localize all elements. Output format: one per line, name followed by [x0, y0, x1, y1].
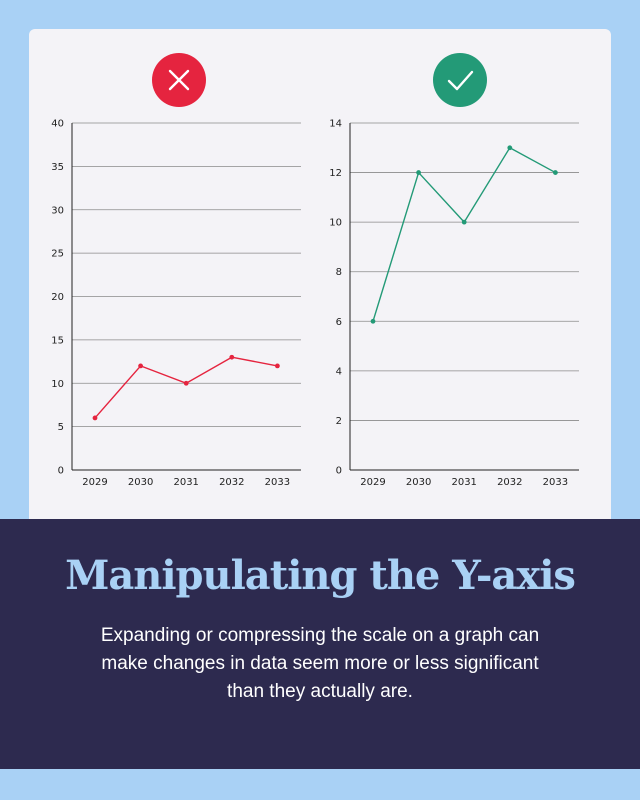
x-icon: [168, 69, 190, 91]
y-tick-label: 10: [51, 379, 64, 390]
y-tick-label: 14: [329, 119, 342, 130]
y-tick-label: 15: [51, 335, 64, 346]
data-point: [370, 318, 376, 324]
misleading-chart: 0 5 10 15 20 25 30 35 40 2029 2030 2031 2032 2033: [51, 119, 301, 488]
y-tick-label: 0: [58, 466, 64, 477]
good-badge: [433, 53, 487, 107]
x-tick-label: 2029: [82, 477, 107, 488]
x-tick-label: 2033: [543, 477, 568, 488]
y-tick-label: 30: [51, 205, 64, 216]
data-point: [553, 170, 558, 175]
data-point: [92, 415, 98, 421]
x-tick-label: 2033: [265, 477, 290, 488]
data-point: [275, 363, 280, 369]
data-point: [183, 380, 189, 386]
data-point: [507, 145, 513, 151]
y-tick-label: 20: [51, 292, 64, 303]
data-point: [138, 363, 144, 369]
y-tick-label: 35: [51, 162, 64, 173]
x-tick-label: 2031: [173, 477, 198, 488]
honest-chart: 0 2 4 6 8 10 12 14 2029 2030 2031 2032 2033: [329, 119, 579, 488]
x-tick-label: 2031: [451, 477, 476, 488]
x-tick-label: 2032: [219, 477, 244, 488]
y-tick-label: 10: [329, 218, 342, 229]
y-tick-label: 12: [329, 168, 342, 179]
series-line-right: [372, 147, 556, 322]
bad-badge: [152, 53, 206, 107]
y-tick-label: 5: [58, 422, 64, 433]
x-tick-label: 2029: [360, 477, 385, 488]
x-tick-label: 2030: [406, 477, 431, 488]
data-point: [461, 219, 467, 225]
check-icon: [447, 70, 474, 91]
y-tick-label: 8: [336, 267, 342, 278]
headline: Manipulating the Y-axis: [65, 552, 576, 599]
y-tick-label: 25: [51, 249, 64, 260]
comparison-card: [29, 29, 611, 569]
data-point: [229, 354, 235, 360]
y-tick-label: 40: [51, 119, 64, 130]
y-tick-label: 6: [336, 317, 342, 328]
x-tick-label: 2030: [128, 477, 153, 488]
y-tick-label: 4: [336, 366, 342, 377]
data-point: [416, 170, 421, 175]
y-tick-label: 2: [336, 416, 342, 427]
y-tick-label: 0: [336, 466, 342, 477]
caption-banner: [0, 519, 640, 769]
body-text: Expanding or compressing the scale on a …: [100, 625, 540, 702]
x-tick-label: 2032: [497, 477, 522, 488]
